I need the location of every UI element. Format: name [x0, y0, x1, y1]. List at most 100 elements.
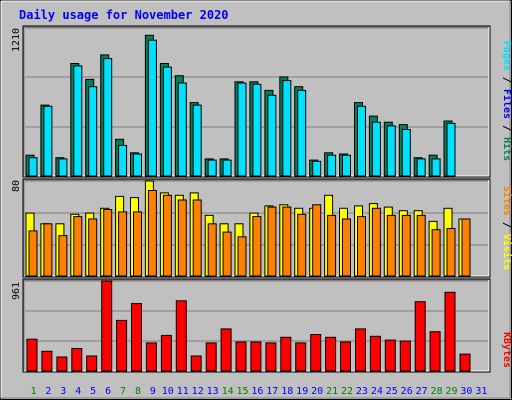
day-label: 8 — [135, 386, 141, 397]
kbytes-bar — [384, 339, 396, 372]
sites-bar — [371, 207, 381, 277]
sites-bar — [282, 206, 292, 277]
chart-bars — [25, 34, 471, 372]
files-bar — [416, 158, 426, 177]
day-label: 17 — [266, 386, 278, 397]
kbytes-bar — [116, 319, 128, 372]
day-label: 22 — [341, 386, 353, 397]
legend-part: KBytes — [501, 332, 512, 368]
sites-bar — [147, 190, 157, 277]
files-bar — [192, 104, 202, 177]
kbytes-bar — [459, 353, 471, 372]
sites-bar — [103, 209, 113, 277]
kbytes-bar — [86, 355, 98, 372]
legend-sites-visits: Sites / Visits — [501, 186, 512, 270]
kbytes-bar — [190, 355, 202, 372]
files-bar — [177, 82, 187, 177]
day-label: 3 — [60, 386, 66, 397]
day-label: 30 — [460, 386, 472, 397]
files-bar — [327, 154, 337, 177]
files-bar — [118, 144, 128, 177]
sites-bar — [401, 214, 411, 277]
sites-bar — [342, 218, 351, 277]
files-bar — [446, 122, 456, 177]
sites-bar — [58, 235, 68, 277]
files-bar — [73, 65, 83, 177]
day-label: 29 — [445, 386, 457, 397]
sites-bar — [133, 211, 142, 277]
sites-bar — [118, 211, 128, 277]
sites-bar — [88, 218, 98, 277]
sites-bar — [416, 214, 426, 277]
sites-bar — [297, 213, 307, 277]
kbytes-max-label: 961 — [11, 282, 22, 300]
files-bar — [297, 89, 307, 177]
files-bar — [282, 80, 292, 177]
sites-bar — [267, 206, 277, 277]
files-bar — [162, 66, 172, 177]
kbytes-bar — [414, 301, 426, 372]
files-bar — [342, 154, 351, 177]
day-label: 20 — [311, 386, 323, 397]
day-label: 12 — [192, 386, 204, 397]
kbytes-bar — [340, 341, 351, 372]
hits-max-label: 1210 — [11, 28, 22, 52]
sites-bar — [446, 228, 456, 277]
day-label: 5 — [90, 386, 96, 397]
files-bar — [401, 129, 411, 177]
day-label: 26 — [401, 386, 413, 397]
day-label: 25 — [386, 386, 398, 397]
legend-part: Hits — [501, 137, 512, 161]
sites-bar — [162, 194, 172, 277]
kbytes-bar — [205, 342, 217, 372]
kbytes-bar — [175, 300, 187, 372]
legend-part: Visits — [501, 234, 512, 270]
kbytes-bar — [369, 335, 381, 372]
kbytes-bar — [399, 340, 411, 372]
day-label: 11 — [177, 386, 189, 397]
files-bar — [207, 159, 217, 177]
day-label: 18 — [281, 386, 293, 397]
kbytes-bar — [310, 334, 322, 372]
sites-bar — [357, 216, 366, 277]
day-label: 13 — [207, 386, 219, 397]
kbytes-bar — [220, 328, 232, 372]
kbytes-bar — [265, 342, 277, 372]
legend-kbytes: KBytes — [501, 332, 512, 368]
files-bar — [312, 160, 322, 177]
day-label: 14 — [222, 386, 234, 397]
sites-bar — [461, 218, 471, 277]
kbytes-bar — [101, 280, 113, 372]
day-label: 2 — [45, 386, 51, 397]
kbytes-bar — [26, 338, 38, 372]
legend-part: / — [501, 216, 512, 234]
chart-title: Daily usage for November 2020 — [19, 8, 229, 22]
files-bar — [386, 125, 396, 177]
day-label: 7 — [120, 386, 126, 397]
day-label: 28 — [431, 386, 443, 397]
kbytes-bar — [131, 303, 142, 372]
visits-max-label: 80 — [11, 180, 22, 192]
files-bar — [252, 83, 262, 177]
files-bar — [237, 82, 247, 177]
sites-bar — [312, 204, 322, 277]
kbytes-bar — [235, 341, 247, 372]
legend-part: / — [501, 119, 512, 137]
kbytes-bar — [295, 342, 307, 372]
day-label: 24 — [371, 386, 383, 397]
files-bar — [357, 105, 366, 177]
day-label: 31 — [475, 386, 487, 397]
kbytes-bar — [355, 328, 366, 372]
kbytes-bar — [71, 348, 83, 372]
sites-bar — [43, 223, 53, 277]
kbytes-bar — [41, 350, 53, 372]
kbytes-bar — [145, 342, 157, 372]
kbytes-bar — [160, 334, 172, 372]
day-label: 10 — [162, 386, 174, 397]
files-bar — [431, 158, 441, 177]
files-bar — [58, 158, 68, 177]
files-bar — [267, 94, 277, 177]
files-bar — [222, 159, 232, 177]
